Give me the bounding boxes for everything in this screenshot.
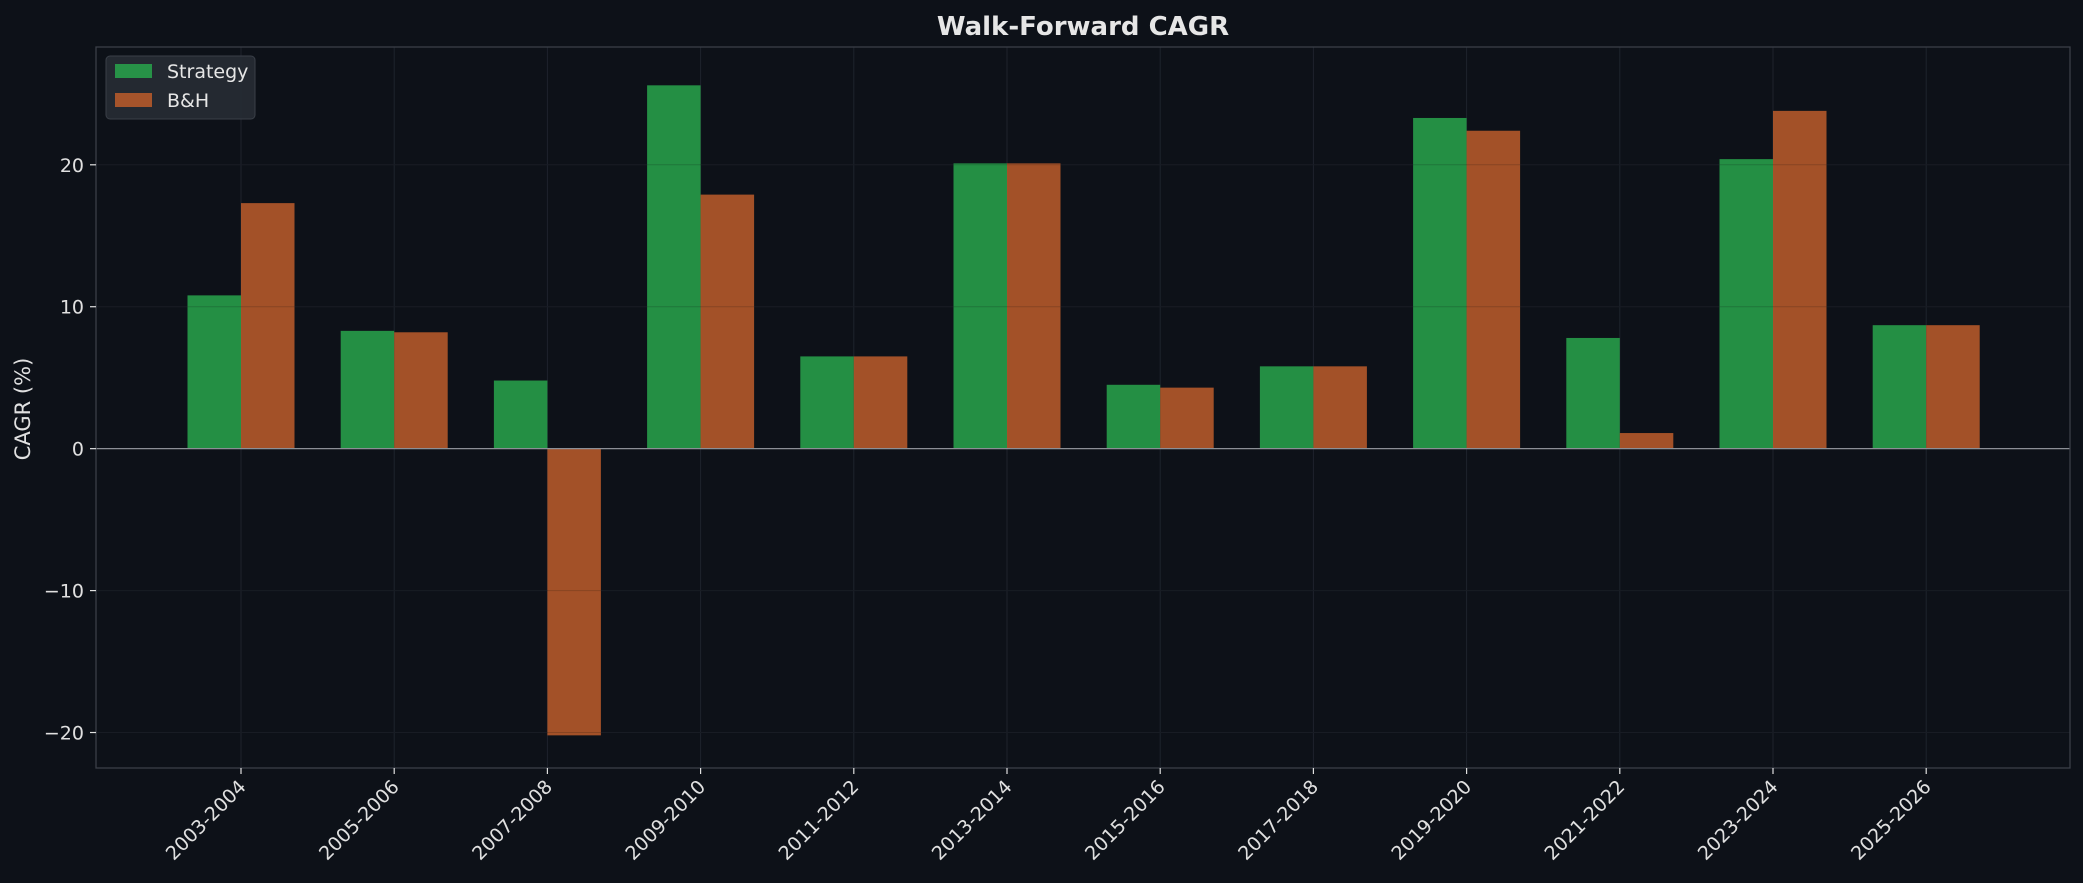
bh-bar (853, 356, 908, 449)
strategy-bar (800, 356, 854, 449)
strategy-bar (493, 380, 548, 449)
legend-label: Strategy (167, 61, 248, 83)
axes-layer (95, 46, 2071, 769)
plot-frame (95, 46, 2071, 769)
bh-bar (1466, 130, 1521, 449)
chart-title: Walk-Forward CAGR (937, 12, 1229, 42)
bh-bar (547, 448, 601, 736)
strategy-bar (187, 295, 241, 449)
legend: Strategy B&H (105, 55, 256, 120)
y-tick-label: −10 (44, 581, 84, 603)
y-tick-label: 10 (60, 297, 84, 319)
strategy-bar (1719, 159, 1773, 449)
bh-bar (1926, 325, 1980, 449)
strategy-bar (1566, 337, 1620, 449)
bh-bar (394, 332, 448, 449)
legend-swatch (115, 64, 152, 78)
strategy-bar (953, 163, 1007, 449)
y-tick-label: 0 (72, 439, 84, 461)
y-axis-label: CAGR (%) (11, 358, 35, 461)
y-tick-label: −20 (44, 723, 84, 745)
legend-swatch (115, 93, 152, 107)
bh-bar (1619, 433, 1674, 449)
bh-bar (1160, 387, 1214, 449)
bh-bar (700, 194, 755, 449)
bars-layer (96, 85, 2070, 736)
strategy-bar (647, 85, 701, 449)
bh-bar (1007, 163, 1061, 449)
bh-bar (1773, 110, 1827, 449)
bh-bar (241, 203, 295, 449)
bh-bar (1313, 366, 1367, 449)
strategy-bar (1413, 117, 1467, 449)
strategy-bar (1259, 366, 1314, 449)
strategy-bar (1106, 384, 1161, 449)
strategy-bar (1872, 325, 1927, 449)
y-tick-label: 20 (60, 155, 84, 177)
legend-label: B&H (167, 90, 209, 112)
strategy-bar (340, 330, 395, 449)
